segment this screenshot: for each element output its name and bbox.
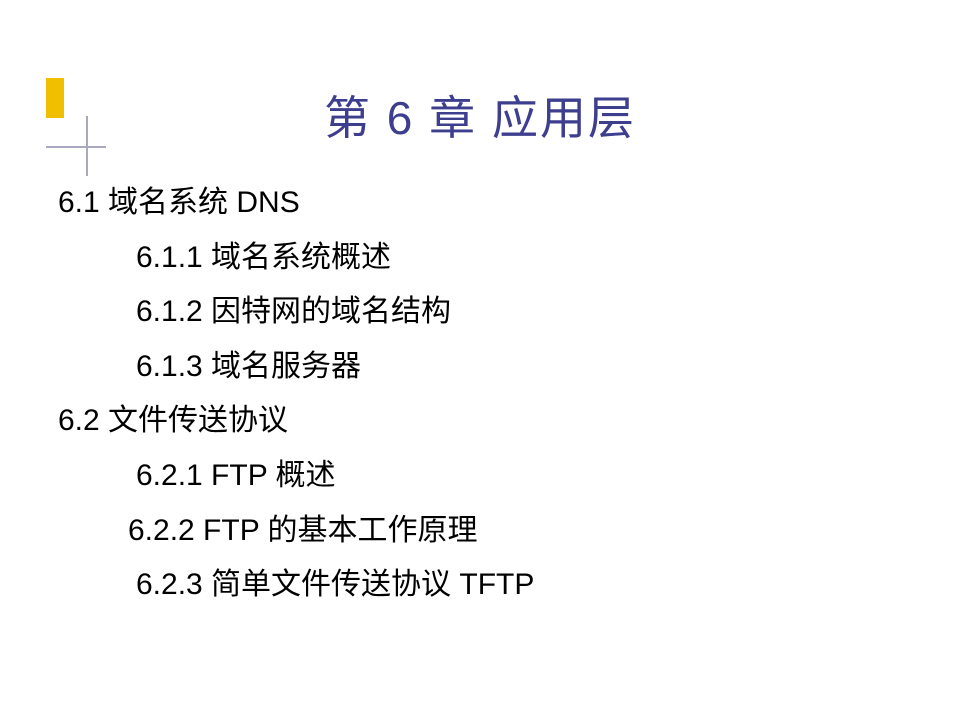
slide-decoration xyxy=(46,78,106,158)
outline-subsection-6-1-2: 6.1.2 因特网的域名结构 xyxy=(58,285,960,340)
outline-subsection-6-2-3: 6.2.3 简单文件传送协议 TFTP xyxy=(58,558,960,613)
outline-subsection-6-1-1: 6.1.1 域名系统概述 xyxy=(58,231,960,286)
outline-subsection-6-2-2: 6.2.2 FTP 的基本工作原理 xyxy=(58,504,960,559)
deco-vertical-line xyxy=(86,116,88,176)
slide-content: 6.1 域名系统 DNS 6.1.1 域名系统概述 6.1.2 因特网的域名结构… xyxy=(0,148,960,613)
deco-yellow-block xyxy=(46,78,64,118)
slide-title: 第 6 章 应用层 xyxy=(0,0,960,148)
outline-subsection-6-2-1: 6.2.1 FTP 概述 xyxy=(58,449,960,504)
outline-subsection-6-1-3: 6.1.3 域名服务器 xyxy=(58,340,960,395)
outline-section-6-1: 6.1 域名系统 DNS xyxy=(58,176,960,231)
deco-horizontal-line xyxy=(46,146,106,148)
outline-section-6-2: 6.2 文件传送协议 xyxy=(58,394,960,449)
